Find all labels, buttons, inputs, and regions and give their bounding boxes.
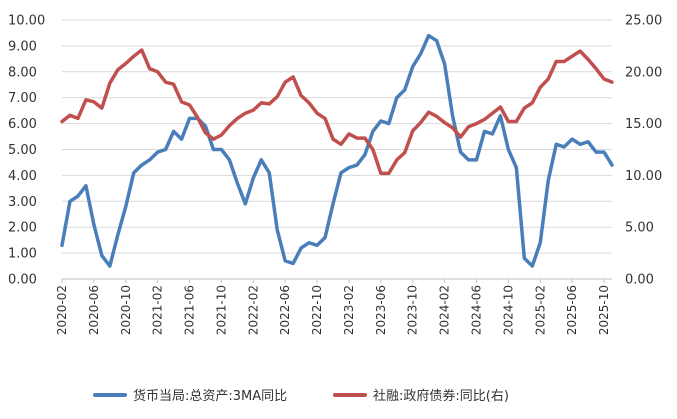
- left-y-tick-label: 0.00: [8, 273, 37, 288]
- left-y-tick-label: 10.00: [8, 14, 45, 29]
- x-tick-label: 2025-06: [565, 285, 579, 335]
- left-y-tick-label: 6.00: [8, 117, 37, 132]
- x-tick-label: 2022-02: [246, 285, 260, 335]
- left-y-tick-label: 4.00: [8, 169, 37, 184]
- right-y-tick-label: 15.00: [625, 117, 662, 132]
- gridlines: [62, 19, 612, 254]
- left-y-tick-label: 3.00: [8, 195, 37, 210]
- x-tick-label: 2023-10: [406, 285, 420, 335]
- legend-label: 社融:政府债券:同比(右): [373, 388, 509, 404]
- left-y-axis: 0.00 1.00 2.00 3.00 4.00 5.00 6.00 7.00 8.00 9.00…: [8, 14, 45, 288]
- right-y-tick-label: 20.00: [625, 65, 662, 80]
- x-tick-label: 2020-06: [87, 285, 101, 335]
- x-tick-label: 2024-06: [469, 285, 483, 335]
- left-y-tick-label: 7.00: [8, 91, 37, 106]
- x-tick-label: 2022-06: [278, 285, 292, 335]
- left-y-tick-label: 1.00: [8, 247, 37, 262]
- right-y-axis: 0.00 5.00 10.00 15.00 20.00 25.00: [625, 14, 662, 288]
- legend-item-govt-bonds: 社融:政府债券:同比(右): [333, 388, 509, 404]
- x-tick-label: 2022-10: [310, 285, 324, 335]
- x-tick-label: 2024-10: [501, 285, 515, 335]
- x-tick-label: 2025-10: [597, 285, 611, 335]
- x-tick-label: 2021-02: [151, 285, 165, 335]
- legend-label: 货币当局:总资产:3MA同比: [133, 388, 287, 404]
- x-axis: 2020-02 2020-06 2020-10 2021-02 2021-06 2021-…: [55, 278, 612, 335]
- left-y-tick-label: 8.00: [8, 65, 37, 80]
- x-tick-label: 2023-06: [374, 285, 388, 335]
- x-tick-label: 2021-10: [214, 285, 228, 335]
- x-tick-label: 2021-06: [183, 285, 197, 335]
- legend: 货币当局:总资产:3MA同比 社融:政府债券:同比(右): [93, 388, 509, 404]
- x-tick-label: 2025-02: [533, 285, 547, 335]
- series-line-pboc-total-assets: [60, 33, 614, 268]
- right-y-tick-label: 25.00: [625, 14, 662, 29]
- x-tick-label: 2020-02: [55, 285, 69, 335]
- right-y-tick-label: 0.00: [625, 273, 654, 288]
- left-y-tick-label: 2.00: [8, 221, 37, 236]
- left-y-tick-label: 5.00: [8, 143, 37, 158]
- x-tick-label: 2020-10: [119, 285, 133, 335]
- left-y-tick-label: 9.00: [8, 39, 37, 54]
- x-tick-label: 2023-02: [342, 285, 356, 335]
- series-line-govt-bonds: [60, 48, 614, 176]
- x-tick-label: 2024-02: [438, 285, 452, 335]
- right-y-tick-label: 10.00: [625, 169, 662, 184]
- series-lines: [60, 33, 614, 268]
- right-y-tick-label: 5.00: [625, 221, 654, 236]
- legend-item-pboc-total-assets: 货币当局:总资产:3MA同比: [93, 388, 287, 404]
